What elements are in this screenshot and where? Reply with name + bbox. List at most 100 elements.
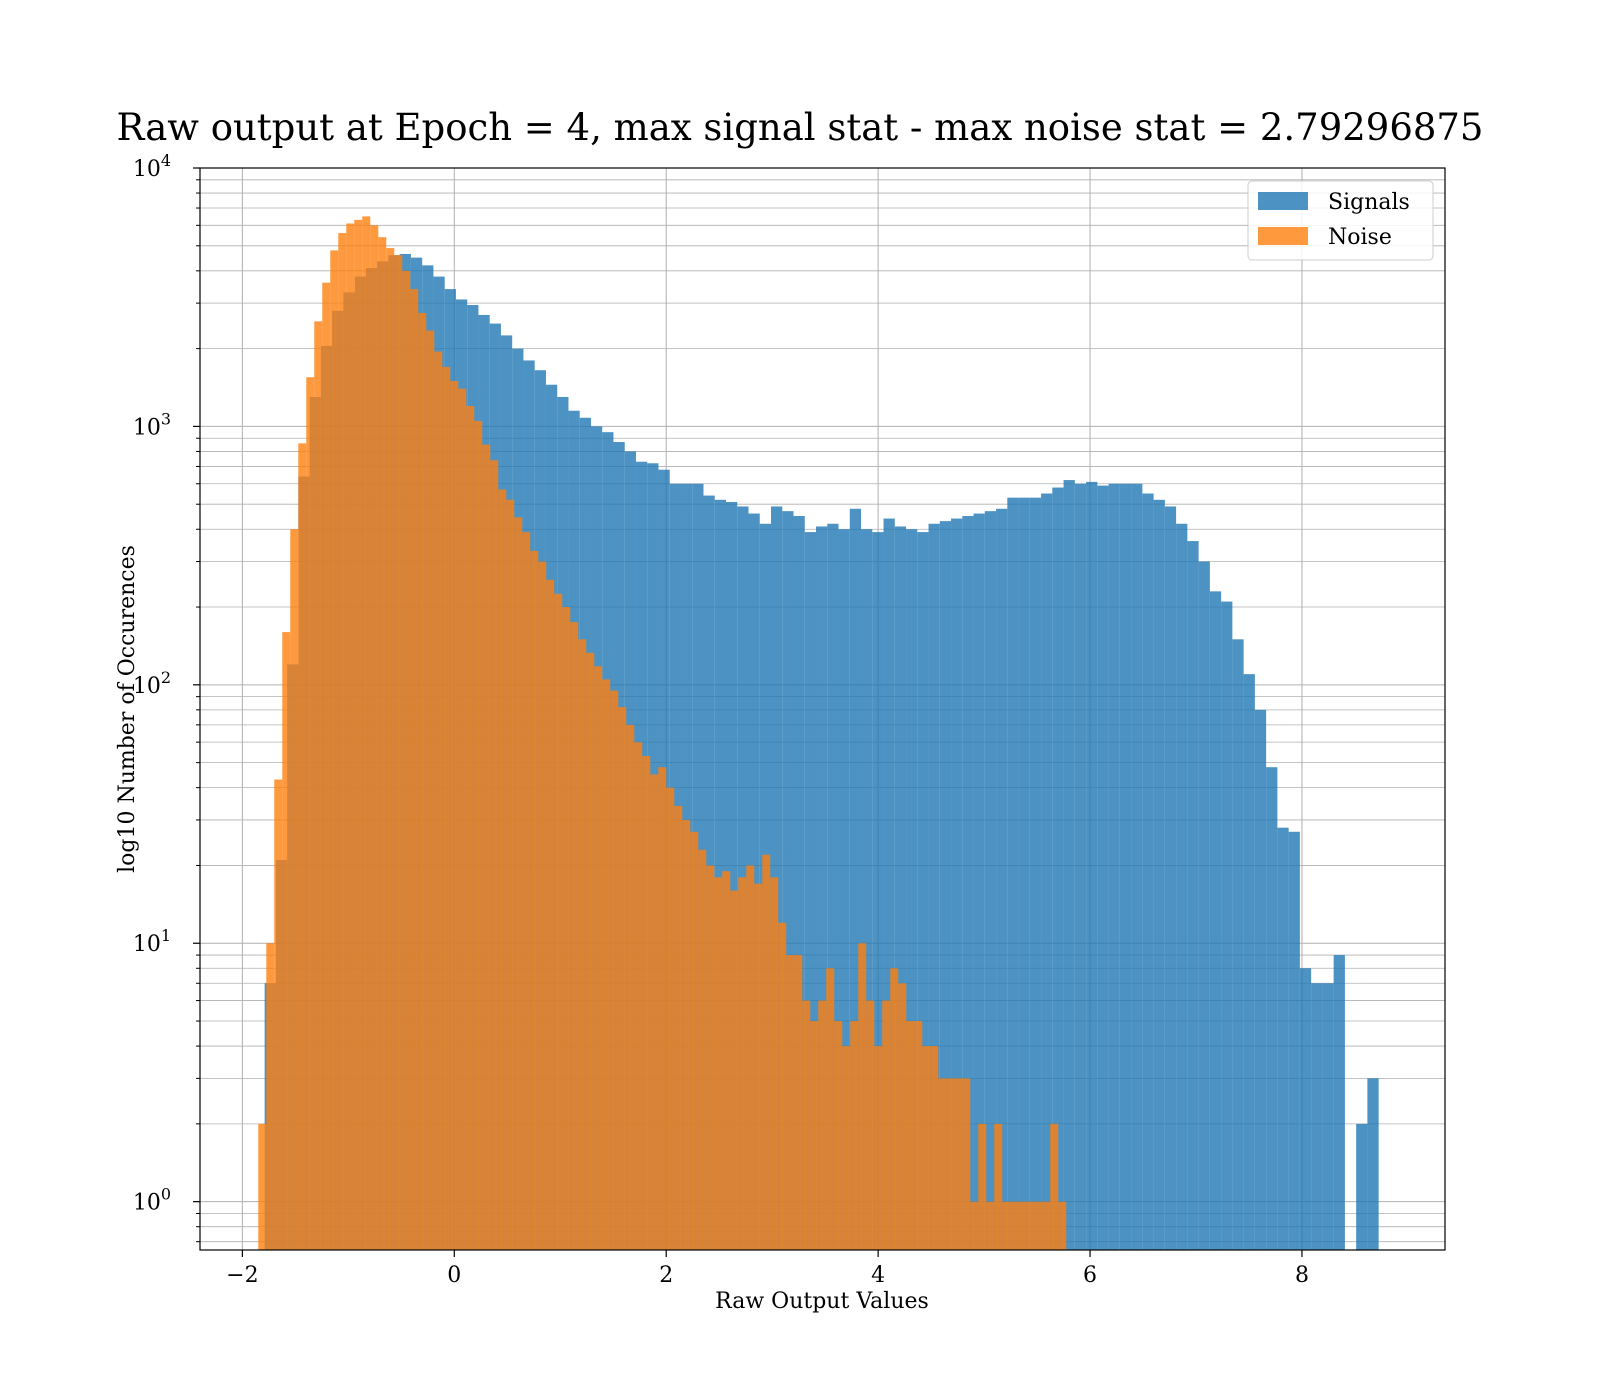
- signals-bar: [1311, 983, 1323, 1250]
- noise-bar: [1058, 1201, 1067, 1250]
- signals-bar: [939, 521, 952, 1250]
- x-axis-ticks: −2 0 2 4 6 8: [226, 1250, 1309, 1288]
- noise-bars: [258, 216, 1067, 1251]
- noise-bar: [738, 877, 747, 1250]
- noise-bar: [698, 849, 707, 1250]
- legend-swatch-noise: [1258, 227, 1308, 245]
- y-axis-ticks: 100 101 102 103 104: [133, 151, 200, 1243]
- signals-bar: [883, 518, 895, 1250]
- noise-bar: [770, 877, 779, 1250]
- signals-bar: [1333, 955, 1345, 1250]
- noise-bar: [378, 237, 387, 1250]
- noise-bar: [618, 707, 627, 1250]
- noise-bar: [562, 607, 571, 1250]
- noise-bar: [290, 529, 299, 1250]
- noise-bar: [298, 443, 307, 1250]
- noise-bar: [1050, 1123, 1059, 1250]
- noise-bar: [826, 968, 835, 1250]
- noise-bar: [818, 1000, 827, 1250]
- signals-bar: [1029, 497, 1042, 1250]
- signals-bar: [1153, 499, 1165, 1251]
- plot-frame: [199, 167, 1446, 1251]
- noise-bar: [306, 377, 315, 1251]
- noise-bar: [578, 639, 587, 1250]
- noise-bar: [858, 943, 867, 1250]
- signals-bar: [1254, 709, 1267, 1250]
- y-tick-label: 101: [133, 926, 171, 957]
- noise-bar: [746, 865, 755, 1250]
- noise-bar: [490, 460, 499, 1250]
- signals-bar: [1176, 523, 1188, 1250]
- signals-bar: [1243, 674, 1255, 1250]
- noise-bar: [274, 779, 283, 1250]
- noise-bar: [314, 321, 323, 1251]
- noise-bar: [922, 1046, 931, 1250]
- noise-bar: [1002, 1201, 1011, 1250]
- noise-bar: [1034, 1201, 1043, 1250]
- noise-bar: [458, 388, 467, 1250]
- y-tick-label: 100: [133, 1185, 171, 1216]
- noise-bar: [874, 1046, 883, 1250]
- y-axis-label: log10 Number of Occurences: [115, 545, 140, 873]
- noise-bar: [506, 499, 515, 1251]
- noise-bar: [962, 1078, 971, 1250]
- noise-bar: [442, 366, 451, 1250]
- noise-bar: [834, 1021, 843, 1250]
- noise-bar: [546, 579, 555, 1250]
- signals-bar: [962, 516, 974, 1250]
- noise-bar: [674, 805, 683, 1250]
- signals-bar: [1322, 983, 1334, 1250]
- signals-bar: [1063, 480, 1075, 1250]
- noise-bar: [602, 679, 611, 1250]
- noise-bar: [730, 890, 739, 1250]
- noise-bar: [978, 1123, 987, 1250]
- signals-bar: [894, 526, 907, 1250]
- signals-bar: [872, 532, 884, 1250]
- x-tick-label: 0: [447, 1263, 461, 1288]
- noise-bar: [1026, 1201, 1035, 1250]
- signals-bar: [984, 511, 997, 1250]
- x-tick-label: −2: [226, 1263, 258, 1288]
- signals-bar: [1164, 506, 1177, 1251]
- signals-bar: [928, 523, 940, 1250]
- noise-bar: [266, 943, 275, 1250]
- noise-bar: [370, 225, 379, 1250]
- signals-bar: [1086, 481, 1098, 1251]
- noise-bar: [634, 742, 643, 1250]
- signals-bar: [917, 532, 929, 1250]
- noise-bar: [474, 420, 483, 1250]
- noise-bar: [626, 724, 635, 1250]
- signals-bar: [849, 508, 862, 1250]
- noise-bar: [994, 1123, 1003, 1250]
- noise-bar: [522, 532, 531, 1250]
- signals-bar: [838, 529, 850, 1250]
- noise-bar: [946, 1078, 955, 1250]
- noise-bar: [346, 223, 355, 1251]
- noise-bar: [338, 233, 347, 1250]
- noise-bar: [1018, 1201, 1027, 1250]
- signals-bar: [1108, 483, 1120, 1250]
- signals-bar: [1007, 497, 1019, 1250]
- signals-bar: [1198, 561, 1210, 1250]
- noise-bar: [794, 955, 803, 1250]
- signals-bar: [1074, 483, 1087, 1250]
- noise-bar: [650, 774, 659, 1250]
- signals-bar: [725, 501, 738, 1250]
- noise-bar: [586, 652, 595, 1250]
- noise-bar: [642, 756, 651, 1250]
- x-tick-label: 4: [871, 1263, 885, 1288]
- noise-bar: [802, 1000, 811, 1250]
- noise-bar: [322, 282, 331, 1250]
- signals-bar: [1018, 497, 1030, 1250]
- signals-bar: [1288, 831, 1300, 1250]
- noise-bar: [394, 255, 403, 1250]
- signals-bar: [1277, 827, 1289, 1250]
- noise-bar: [842, 1046, 851, 1250]
- y-tick-label: 104: [133, 151, 171, 182]
- noise-bar: [706, 865, 715, 1250]
- noise-bar: [362, 216, 371, 1251]
- noise-bar: [762, 854, 771, 1250]
- noise-bar: [538, 561, 547, 1250]
